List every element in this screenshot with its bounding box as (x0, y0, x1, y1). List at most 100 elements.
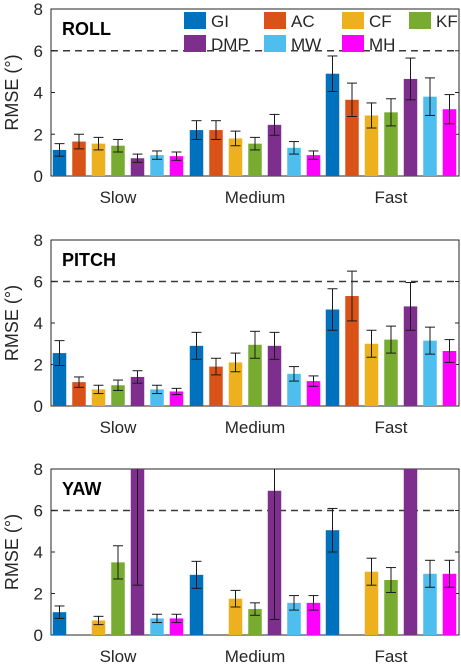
legend-swatch-cf (342, 12, 364, 29)
bar-cf-medium (228, 138, 243, 176)
chart-panel-yaw: 0 2 4 6 8 RMSE (°) Slow Medium Fast YAW (2, 460, 460, 666)
y-tick-label: 8 (34, 231, 43, 250)
bar-dmp-medium (267, 124, 282, 176)
bars-group (52, 55, 457, 176)
bar-mw-fast (423, 96, 437, 176)
bar-kf-fast (384, 580, 398, 635)
bar-gi-medium (189, 130, 204, 176)
bar-mw-fast (423, 340, 437, 406)
bar-mh-medium (306, 602, 321, 635)
bar-mh-fast (442, 109, 457, 176)
bar-cf-fast (364, 343, 379, 406)
legend-label-dmp: DMP (211, 35, 249, 54)
legend-swatch-mh (342, 35, 364, 52)
legend-label-mw: MW (291, 35, 321, 54)
bar-mw-medium (287, 373, 301, 406)
x-tick-label: Slow (100, 647, 138, 666)
y-tick-label: 4 (34, 314, 43, 333)
y-tick-label: 4 (34, 543, 43, 562)
bar-gi-medium (189, 574, 204, 635)
bar-dmp-slow (130, 376, 145, 406)
bar-mw-medium (287, 602, 301, 635)
bar-mh-medium (306, 155, 321, 176)
y-tick-label: 0 (34, 397, 43, 416)
bar-gi-slow (52, 353, 67, 406)
bar-dmp-fast (403, 306, 418, 406)
y-tick-label: 2 (34, 356, 43, 375)
y-tick-label: 6 (34, 42, 43, 61)
x-tick-label: Fast (374, 418, 407, 437)
bar-mw-medium (287, 147, 301, 176)
y-tick-label: 8 (34, 0, 43, 19)
chart-title: YAW (62, 479, 101, 499)
chart-panel-pitch: 0 2 4 6 8 RMSE (°) Slow Medium Fast PITCH (2, 231, 460, 437)
y-tick-label: 0 (34, 626, 43, 645)
x-tick-label: Fast (374, 188, 407, 207)
bar-ac-medium (209, 130, 223, 176)
bar-mh-slow (169, 391, 184, 406)
legend-label-mh: MH (369, 35, 395, 54)
bar-ac-slow (72, 382, 86, 406)
bar-mh-fast (442, 573, 457, 635)
legend: GI AC CF KF DMP MW MH (184, 12, 458, 54)
legend-label-ac: AC (291, 12, 315, 31)
bar-gi-slow (52, 612, 67, 635)
x-tick-label: Medium (225, 418, 285, 437)
bar-cf-slow (91, 620, 106, 635)
legend-label-kf: KF (436, 12, 458, 31)
legend-swatch-kf (409, 12, 431, 29)
bar-cf-fast (364, 115, 379, 176)
bar-ac-slow (72, 141, 86, 176)
bar-dmp-fast (403, 78, 418, 176)
y-axis-label: RMSE (°) (2, 285, 22, 361)
bar-ac-fast (345, 99, 359, 176)
y-tick-label: 4 (34, 84, 43, 103)
bars-group (52, 270, 457, 406)
y-tick-label: 2 (34, 125, 43, 144)
bar-cf-slow (91, 143, 106, 176)
legend-swatch-ac (264, 12, 286, 29)
y-tick-label: 2 (34, 585, 43, 604)
legend-label-cf: CF (369, 12, 392, 31)
x-tick-label: Medium (225, 647, 285, 666)
y-tick-label: 6 (34, 273, 43, 292)
bar-gi-fast (325, 73, 340, 176)
bar-gi-medium (189, 345, 204, 406)
bar-kf-fast (384, 339, 398, 406)
bar-mw-fast (423, 573, 437, 635)
bar-mh-slow (169, 156, 184, 176)
bar-ac-medium (209, 366, 223, 406)
y-tick-label: 0 (34, 167, 43, 186)
bar-kf-slow (111, 562, 125, 635)
x-tick-label: Slow (100, 418, 138, 437)
bar-gi-fast (325, 530, 340, 635)
chart-title: ROLL (62, 19, 111, 39)
x-tick-label: Fast (374, 647, 407, 666)
bar-kf-fast (384, 112, 398, 176)
legend-swatch-gi (184, 12, 206, 29)
y-tick-label: 6 (34, 502, 43, 521)
bar-gi-fast (325, 309, 340, 406)
bar-cf-fast (364, 571, 379, 635)
legend-swatch-dmp (184, 35, 206, 52)
chart-panel-roll: 0 2 4 6 8 RMSE (°) Slow Medium Fast ROLL (2, 0, 460, 207)
x-tick-label: Slow (100, 188, 138, 207)
bar-mh-medium (306, 381, 321, 406)
y-axis-label: RMSE (°) (2, 54, 22, 130)
bar-cf-medium (228, 362, 243, 406)
chart-title: PITCH (62, 250, 116, 270)
bars-group (52, 469, 457, 635)
bar-kf-medium (248, 143, 262, 176)
y-tick-label: 8 (34, 460, 43, 479)
bar-mh-fast (442, 351, 457, 406)
bar-dmp-fast (403, 469, 418, 635)
bar-mw-slow (150, 155, 164, 176)
bar-kf-slow (111, 145, 125, 176)
bar-kf-medium (248, 344, 262, 406)
y-axis-label: RMSE (°) (2, 514, 22, 590)
bar-dmp-medium (267, 345, 282, 406)
x-tick-label: Medium (225, 188, 285, 207)
legend-label-gi: GI (211, 12, 229, 31)
